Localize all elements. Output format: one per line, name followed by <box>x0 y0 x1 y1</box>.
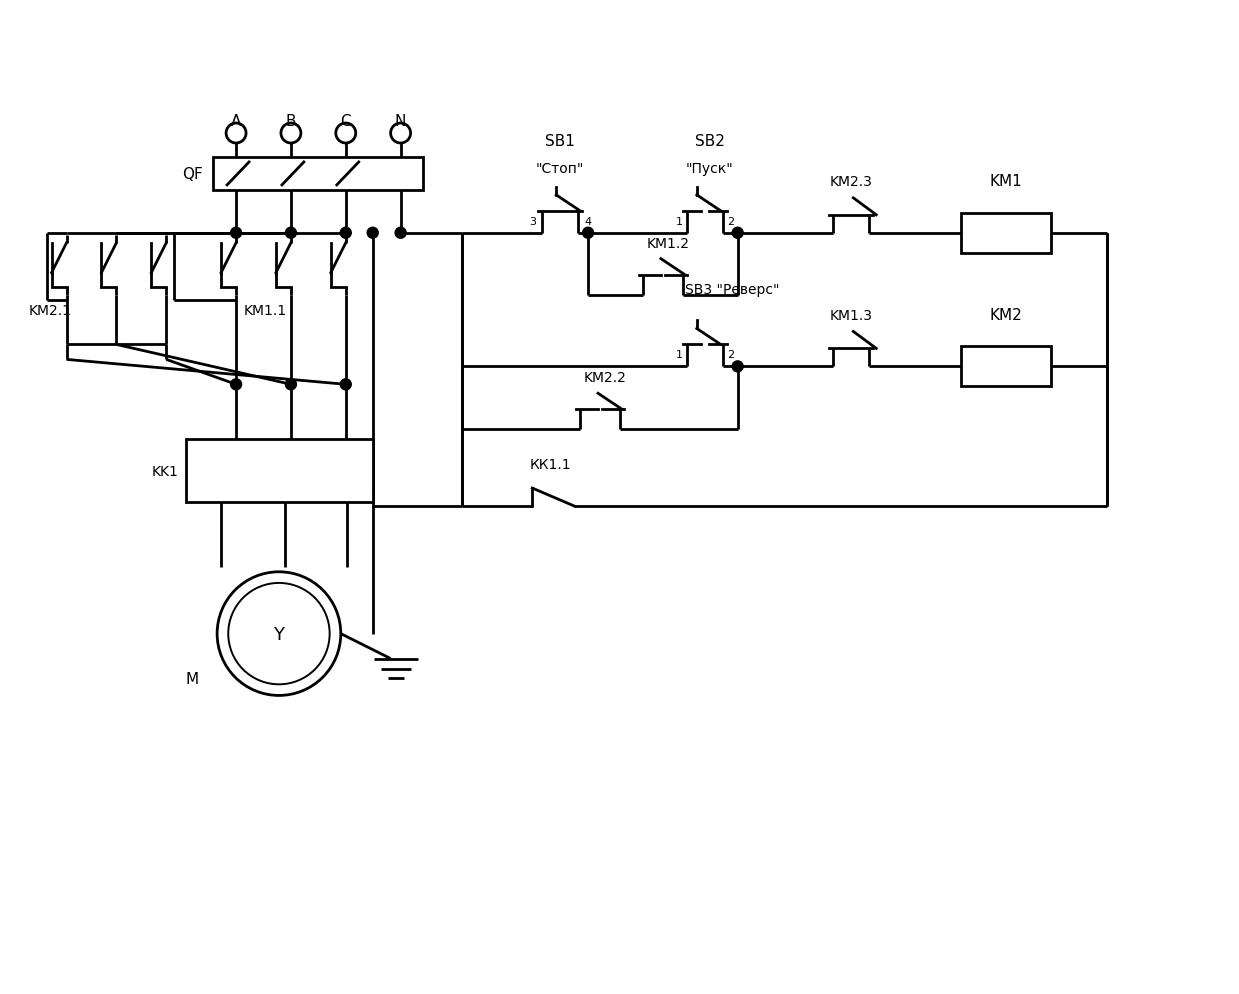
Text: KM2.1: KM2.1 <box>28 303 72 317</box>
Text: M: M <box>186 671 198 686</box>
Text: 3: 3 <box>529 217 535 227</box>
Text: QF: QF <box>182 167 203 182</box>
Bar <box>186 439 373 503</box>
Text: 4: 4 <box>585 217 592 227</box>
Text: KM2.2: KM2.2 <box>584 371 627 385</box>
Circle shape <box>582 228 593 239</box>
Bar <box>961 214 1051 253</box>
Text: KM1.1: KM1.1 <box>244 303 287 317</box>
Text: Y: Y <box>274 625 285 643</box>
Circle shape <box>341 380 351 391</box>
Text: "Стоп": "Стоп" <box>536 162 585 176</box>
Circle shape <box>341 228 351 239</box>
Bar <box>213 158 422 191</box>
Text: N: N <box>395 113 406 128</box>
Text: "Пуск": "Пуск" <box>686 162 733 176</box>
Text: KK1: KK1 <box>151 464 178 478</box>
Text: KM1.3: KM1.3 <box>830 308 872 322</box>
Circle shape <box>395 228 406 239</box>
Bar <box>961 347 1051 387</box>
Circle shape <box>367 228 378 239</box>
Text: 1: 1 <box>675 350 683 360</box>
Text: SB3 "Реверс": SB3 "Реверс" <box>685 282 779 296</box>
Circle shape <box>732 228 743 239</box>
Text: B: B <box>286 113 296 128</box>
Text: SB2: SB2 <box>695 134 725 149</box>
Text: SB1: SB1 <box>545 134 575 149</box>
Circle shape <box>732 362 743 373</box>
Text: KM2: KM2 <box>990 308 1022 323</box>
Circle shape <box>285 228 296 239</box>
Text: 2: 2 <box>727 217 735 227</box>
Text: KM1: KM1 <box>990 174 1022 189</box>
Circle shape <box>285 380 296 391</box>
Text: C: C <box>341 113 351 128</box>
Text: A: A <box>230 113 242 128</box>
Text: 2: 2 <box>727 350 735 360</box>
Text: KM2.3: KM2.3 <box>830 175 872 189</box>
Text: КК1.1: КК1.1 <box>529 457 571 471</box>
Text: KM1.2: KM1.2 <box>647 237 689 250</box>
Text: 1: 1 <box>675 217 683 227</box>
Circle shape <box>230 228 242 239</box>
Circle shape <box>230 380 242 391</box>
